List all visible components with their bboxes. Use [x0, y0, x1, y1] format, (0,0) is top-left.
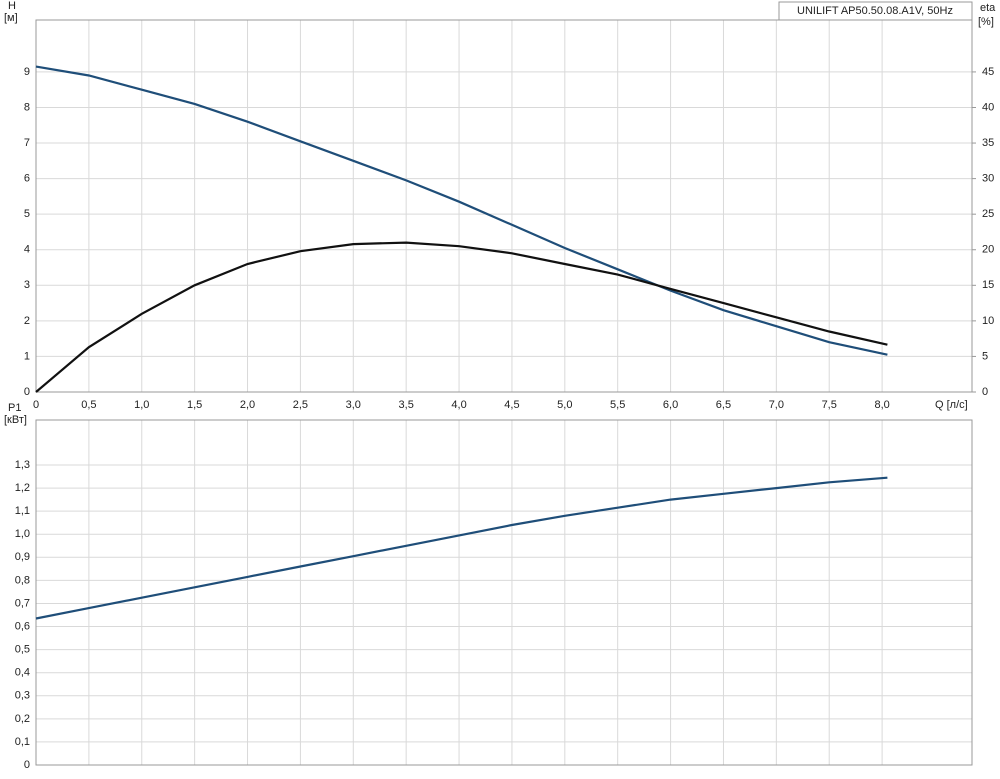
x-tick-label: 7,0: [769, 399, 784, 411]
y-tick-label: 1,0: [15, 528, 30, 540]
y-tick-label: 7: [24, 137, 30, 149]
title-box: [778, 1, 973, 21]
y2-axis-unit: [%]: [978, 16, 994, 28]
y-axis-label: H: [8, 0, 16, 12]
x-tick-label: 3,5: [399, 399, 414, 411]
y-tick-label: 2: [24, 315, 30, 327]
y-tick-label: 1: [24, 350, 30, 362]
chart-title: UNILIFT AP50.50.08.A1V, 50Hz: [797, 5, 953, 17]
y2-tick-label: 5: [982, 350, 988, 362]
y-tick-label: 1,3: [15, 459, 30, 471]
x-tick-label: 7,5: [822, 399, 837, 411]
y-tick-label: 0,8: [15, 574, 30, 586]
x-tick-label: 0: [33, 399, 39, 411]
x-tick-label: 6,5: [716, 399, 731, 411]
y2-axis-label: eta: [980, 2, 996, 14]
x-tick-label: 8,0: [874, 399, 889, 411]
x-tick-label: 4,5: [504, 399, 519, 411]
x-tick-label: 0,5: [81, 399, 96, 411]
y2-tick-label: 45: [982, 66, 994, 78]
y2-tick-label: 35: [982, 137, 994, 149]
x-tick-label: 6,0: [663, 399, 678, 411]
y-tick-label: 8: [24, 101, 30, 113]
y-tick-label: 4: [24, 244, 30, 256]
x-tick-label: 5,5: [610, 399, 625, 411]
y-tick-label: 0,9: [15, 551, 30, 563]
curve: [35, 476, 888, 620]
y2-tick-label: 10: [982, 315, 994, 327]
y-tick-label: 0,4: [15, 667, 30, 679]
x-tick-label: 1,0: [134, 399, 149, 411]
x-tick-label: 2,5: [293, 399, 308, 411]
y-tick-label: 0,7: [15, 597, 30, 609]
plot-area: [36, 20, 972, 392]
x-tick-label: 3,0: [346, 399, 361, 411]
y2-tick-label: 20: [982, 244, 994, 256]
x-tick-label: 5,0: [557, 399, 572, 411]
y-tick-label: 0,5: [15, 644, 30, 656]
x-tick-label: 1,5: [187, 399, 202, 411]
curve: [35, 65, 888, 356]
y2-tick-label: 0: [982, 386, 988, 398]
plot-area: [36, 420, 972, 765]
x-axis-label: Q [л/с]: [935, 399, 968, 411]
y-tick-label: 9: [24, 66, 30, 78]
y-axis-unit: [кВт]: [4, 414, 27, 426]
plot-frame: [35, 19, 973, 393]
y2-tick-label: 30: [982, 173, 994, 185]
y-tick-label: 0: [24, 386, 30, 398]
x-tick-label: 4,0: [451, 399, 466, 411]
curve: [35, 241, 888, 393]
y2-tick-label: 25: [982, 208, 994, 220]
y-tick-label: 1,1: [15, 505, 30, 517]
y-tick-label: 0,3: [15, 690, 30, 702]
y2-tick-label: 40: [982, 101, 994, 113]
y-tick-label: 0: [24, 759, 30, 771]
y-tick-label: 3: [24, 279, 30, 291]
y-tick-label: 0,1: [15, 736, 30, 748]
plot-frame: [35, 419, 973, 766]
y-axis-label: P1: [8, 402, 21, 414]
y-tick-label: 6: [24, 173, 30, 185]
y-axis-unit: [м]: [4, 12, 18, 24]
y2-tick-label: 15: [982, 279, 994, 291]
x-tick-label: 2,0: [240, 399, 255, 411]
y-tick-label: 5: [24, 208, 30, 220]
y-tick-label: 0,6: [15, 620, 30, 632]
y-tick-label: 1,2: [15, 482, 30, 494]
y-tick-label: 0,2: [15, 713, 30, 725]
